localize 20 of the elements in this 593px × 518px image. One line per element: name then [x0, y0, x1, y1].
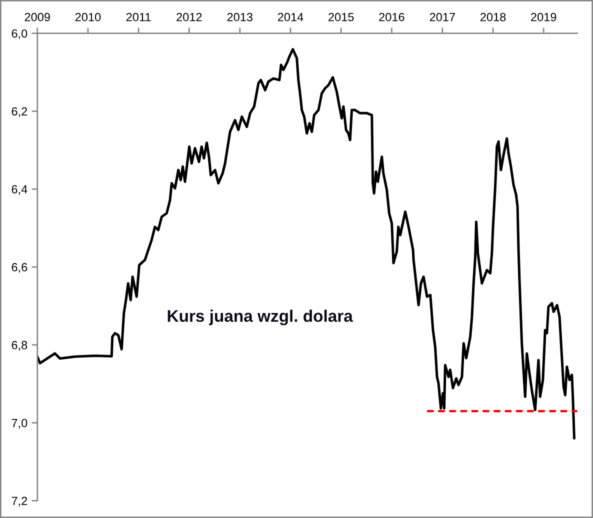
x-tick-label: 2017 — [430, 12, 455, 22]
y-tick-label: 7,2 — [12, 496, 28, 506]
x-tick-label: 2011 — [126, 12, 151, 22]
x-tick-label: 2013 — [227, 12, 252, 22]
x-tick-label: 2014 — [278, 12, 304, 22]
y-tick-label: 7,0 — [12, 418, 28, 429]
y-tick-label: 6,8 — [12, 340, 28, 351]
y-tick-label: 6,2 — [12, 107, 28, 117]
y-tick-label: 6,0 — [12, 29, 28, 40]
x-tick-label: 2015 — [328, 12, 354, 22]
x-tick-label: 2009 — [24, 12, 50, 22]
annotation: Kurs juana wzgl. dolara — [168, 310, 353, 326]
y-tick-label: 6,4 — [12, 185, 28, 195]
line-series — [37, 48, 576, 440]
x-tick-label: 2010 — [75, 12, 101, 22]
x-tick-label: 2018 — [480, 12, 506, 22]
x-tick-label: 2019 — [531, 12, 556, 22]
x-tick-label: 2016 — [379, 12, 404, 22]
x-tick-label: 2012 — [176, 12, 202, 22]
y-tick-label: 6,6 — [12, 263, 28, 273]
